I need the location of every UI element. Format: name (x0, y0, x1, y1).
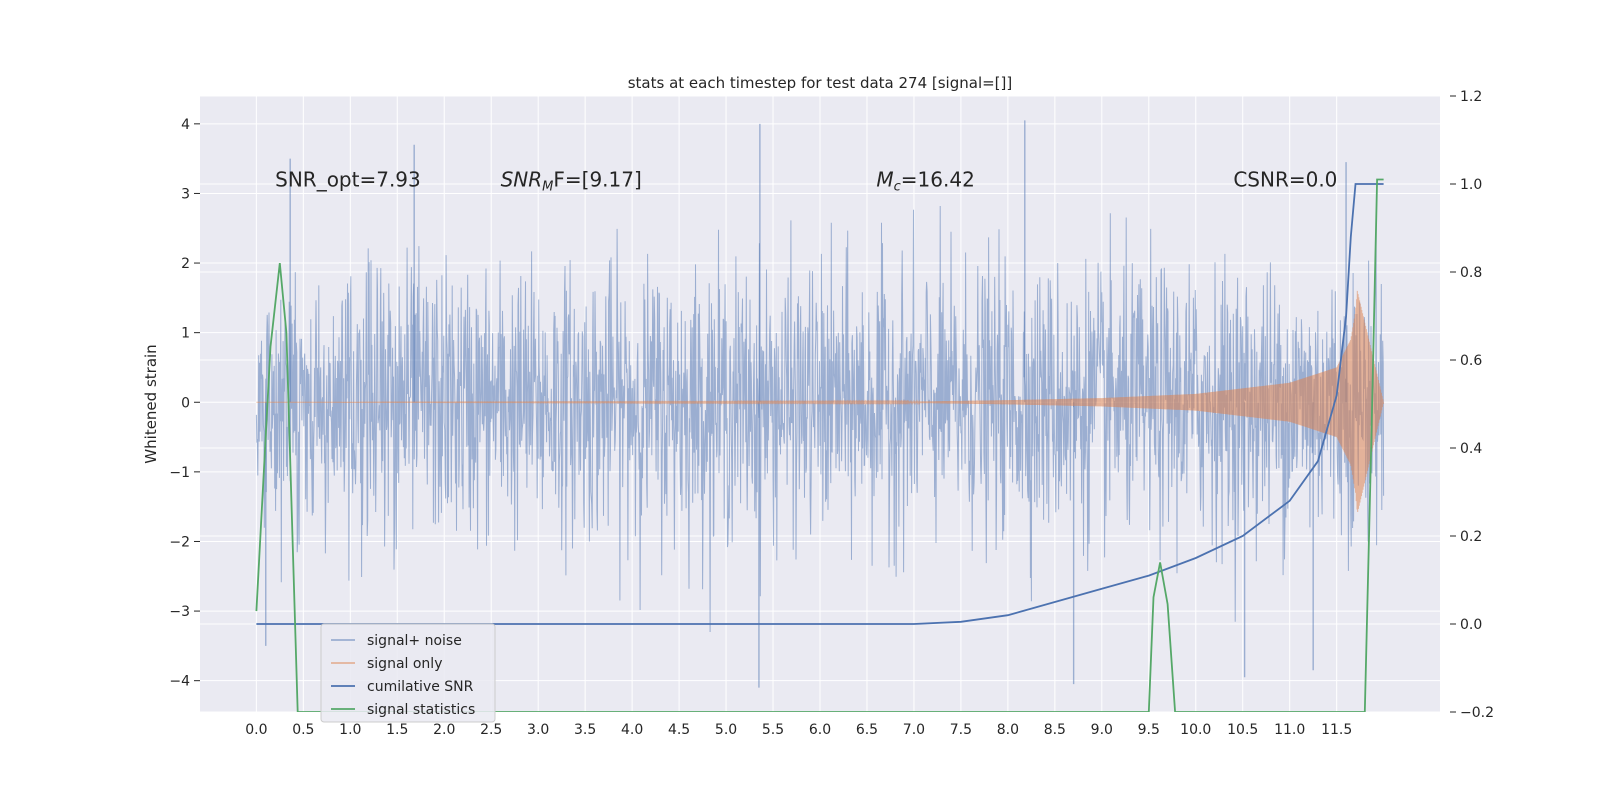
y-tick-label: −4 (169, 674, 190, 690)
legend-label: signal+ noise (367, 633, 462, 649)
annotation-csnr: CSNR=0.0 (1233, 168, 1337, 192)
y-tick-label: −1 (169, 465, 190, 481)
annotation-rest: =16.42 (901, 168, 975, 192)
annotation-snr-opt: SNR_opt=7.93 (275, 168, 421, 192)
annotations: SNR_opt=7.93 SNRMF=[9.17] Mc=16.42 CSNR=0.0 (275, 168, 1337, 195)
x-tick-label: 7.0 (903, 722, 925, 738)
y2-tick-label: 0.6 (1460, 353, 1482, 369)
annotation-base: SNR (501, 168, 543, 192)
x-tick-label: 1.0 (339, 722, 361, 738)
x-tick-label: 5.0 (715, 722, 737, 738)
annotation-snr-mf: SNRMF=[9.17] (501, 168, 642, 195)
x-tick-label: 9.5 (1138, 722, 1160, 738)
annotation-mc: Mc=16.42 (876, 168, 974, 195)
legend-label: cumilative SNR (367, 679, 474, 695)
legend-label: signal statistics (367, 702, 475, 718)
annotation-subscript: c (894, 180, 901, 195)
y-tick-label: 3 (181, 186, 190, 202)
grid-lines (200, 95, 1440, 713)
signal-only-line (256, 290, 1385, 513)
x-tick-label: 9.0 (1091, 722, 1113, 738)
annotation-rest: F=[9.17] (553, 168, 641, 192)
x-tick-label: 4.0 (621, 722, 643, 738)
plot-area (255, 120, 1385, 712)
x-tick-label: 6.5 (856, 722, 878, 738)
x-tick-label: 8.5 (1044, 722, 1066, 738)
y-tick-label: 0 (181, 395, 190, 411)
chart-title: stats at each timestep for test data 274… (628, 74, 1013, 92)
legend-box (320, 623, 496, 723)
annotation-subscript: M (542, 180, 553, 195)
y2-tick-label: −0.2 (1460, 705, 1494, 721)
y2-tick-label: 0.2 (1460, 529, 1482, 545)
cumulative-snr-line (256, 183, 1384, 625)
y2-tick-label: 1.0 (1460, 177, 1482, 193)
y-tick-label: 4 (181, 117, 190, 133)
x-tick-label: 11.0 (1274, 722, 1305, 738)
signal-noise-line (255, 205, 1385, 633)
y-axis-label: Whitened strain (142, 344, 160, 463)
x-tick-label: 11.5 (1321, 722, 1352, 738)
x-tick-label: 5.5 (762, 722, 784, 738)
x-tick-label: 8.0 (997, 722, 1019, 738)
y2-tick-label: 0.0 (1460, 617, 1482, 633)
signal-statistics-line (255, 178, 1384, 712)
y2-tick-label: 1.2 (1460, 89, 1482, 105)
x-tick-label: 0.5 (292, 722, 314, 738)
x-tick-label: 6.0 (809, 722, 831, 738)
legend: signal+ noise signal only cumilative SNR si… (320, 623, 496, 723)
y2-tick-label: 0.4 (1460, 441, 1482, 457)
annotation-base: M (876, 168, 893, 192)
axes: 0.0 0.5 1.0 1.5 2.0 2.5 3.0 3.5 4.0 4.5 5.0 5.5 6.0 6… (169, 89, 1494, 738)
y-tick-label: −2 (169, 534, 190, 550)
x-tick-label: 10.5 (1227, 722, 1258, 738)
x-tick-label: 10.0 (1180, 722, 1211, 738)
x-tick-label: 1.5 (386, 722, 408, 738)
x-tick-label: 2.5 (480, 722, 502, 738)
x-tick-label: 3.0 (527, 722, 549, 738)
x-tick-label: 7.5 (950, 722, 972, 738)
x-tick-label: 4.5 (668, 722, 690, 738)
y-tick-label: −3 (169, 604, 190, 620)
x-tick-label: 0.0 (245, 722, 267, 738)
x-tick-label: 3.5 (574, 722, 596, 738)
y2-tick-label: 0.8 (1460, 265, 1482, 281)
y-tick-label: 2 (181, 256, 190, 272)
y-tick-label: 1 (181, 326, 190, 342)
x-tick-label: 2.0 (433, 722, 455, 738)
legend-label: signal only (367, 656, 442, 672)
